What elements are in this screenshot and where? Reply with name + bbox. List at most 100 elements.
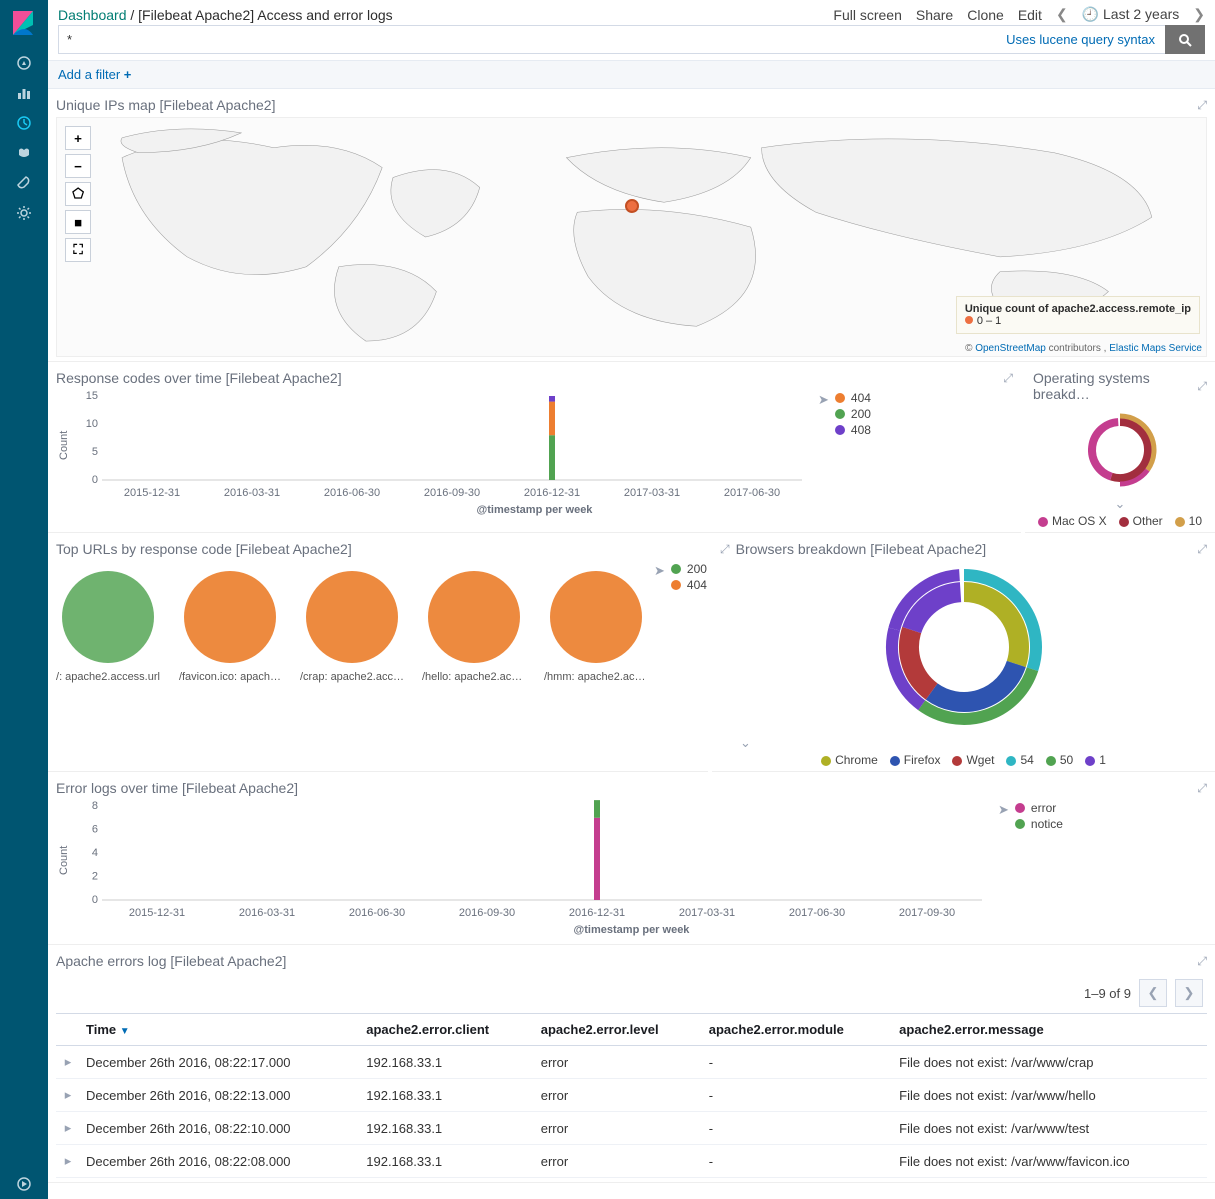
fit-bounds-button[interactable]: ⛶ bbox=[65, 238, 91, 262]
svg-text:2016-12-31: 2016-12-31 bbox=[569, 907, 625, 919]
legend-item[interactable]: error bbox=[1015, 800, 1063, 816]
query-input[interactable] bbox=[58, 25, 996, 54]
svg-text:2: 2 bbox=[92, 871, 98, 883]
url-circle[interactable]: /hmm: apache2.acc… bbox=[544, 571, 648, 683]
chevron-down-icon[interactable]: ⌄ bbox=[720, 733, 1207, 753]
expand-icon[interactable]: ⤢ bbox=[1197, 542, 1207, 557]
nav-devtools-icon[interactable] bbox=[0, 168, 48, 198]
legend-item[interactable]: Wget bbox=[952, 753, 994, 767]
response-codes-legend: 404200408 bbox=[835, 390, 871, 438]
legend-item[interactable]: 50 bbox=[1046, 753, 1073, 767]
legend-item[interactable]: 200 bbox=[671, 561, 707, 577]
legend-item[interactable]: 200 bbox=[835, 406, 871, 422]
draw-polygon-button[interactable]: ⬠ bbox=[65, 182, 91, 206]
expand-icon[interactable]: ⤢ bbox=[1003, 371, 1013, 386]
x-axis-label: @timestamp per week bbox=[56, 500, 1013, 520]
legend-toggle-icon[interactable]: ➤ bbox=[812, 390, 835, 410]
table-header[interactable]: Time ▼ bbox=[80, 1014, 360, 1046]
legend-item[interactable]: Firefox bbox=[890, 753, 941, 767]
svg-text:10: 10 bbox=[86, 418, 98, 430]
osm-link[interactable]: OpenStreetMap bbox=[975, 343, 1046, 354]
draw-rect-button[interactable]: ■ bbox=[65, 210, 91, 234]
panel-title: Response codes over time [Filebeat Apach… bbox=[56, 370, 342, 386]
legend-item[interactable]: 54 bbox=[1006, 753, 1033, 767]
nav-discover-icon[interactable] bbox=[0, 48, 48, 78]
nav-collapse-icon[interactable] bbox=[0, 1169, 48, 1199]
table-row[interactable]: ▸December 26th 2016, 08:22:13.000192.168… bbox=[56, 1079, 1207, 1112]
prev-page-button[interactable]: ❮ bbox=[1139, 979, 1167, 1007]
next-page-button[interactable]: ❯ bbox=[1175, 979, 1203, 1007]
zoom-out-button[interactable]: − bbox=[65, 154, 91, 178]
svg-text:2017-03-31: 2017-03-31 bbox=[679, 907, 735, 919]
pagination: 1–9 of 9 ❮ ❯ bbox=[56, 973, 1207, 1013]
svg-text:2016-09-30: 2016-09-30 bbox=[459, 907, 515, 919]
legend-item[interactable]: Other bbox=[1119, 514, 1163, 528]
svg-text:2016-06-30: 2016-06-30 bbox=[349, 907, 405, 919]
expand-icon[interactable]: ⤢ bbox=[1197, 379, 1207, 394]
panel-title: Browsers breakdown [Filebeat Apache2] bbox=[736, 541, 987, 557]
share-button[interactable]: Share bbox=[916, 7, 953, 23]
table-row[interactable]: ▸December 26th 2016, 08:22:10.000192.168… bbox=[56, 1112, 1207, 1145]
legend-item[interactable]: 404 bbox=[835, 390, 871, 406]
breadcrumb-root[interactable]: Dashboard bbox=[58, 7, 127, 23]
time-picker[interactable]: 🕘 Last 2 years bbox=[1082, 6, 1180, 23]
url-circle[interactable]: /: apache2.access.url bbox=[56, 571, 160, 683]
legend-toggle-icon[interactable]: ➤ bbox=[992, 800, 1015, 820]
legend-toggle-icon[interactable]: ➤ bbox=[648, 561, 671, 581]
map-controls: + − ⬠ ■ ⛶ bbox=[65, 126, 91, 262]
svg-text:6: 6 bbox=[92, 824, 98, 836]
url-circle[interactable]: /hello: apache2.acc… bbox=[422, 571, 526, 683]
zoom-in-button[interactable]: + bbox=[65, 126, 91, 150]
panel-response-codes: Response codes over time [Filebeat Apach… bbox=[48, 362, 1021, 533]
table-header[interactable]: apache2.error.client bbox=[360, 1014, 535, 1046]
table-header[interactable]: apache2.error.module bbox=[703, 1014, 893, 1046]
nav-dashboard-icon[interactable] bbox=[0, 108, 48, 138]
legend-item[interactable]: 408 bbox=[835, 422, 871, 438]
map-visualization[interactable]: + − ⬠ ■ ⛶ Unique count of apache2.access… bbox=[56, 117, 1207, 357]
query-syntax-hint[interactable]: Uses lucene query syntax bbox=[996, 25, 1165, 54]
chevron-down-icon[interactable]: ⌄ bbox=[1033, 494, 1207, 514]
svg-text:2017-06-30: 2017-06-30 bbox=[789, 907, 845, 919]
panel-map: Unique IPs map [Filebeat Apache2] ⤢ bbox=[48, 89, 1215, 362]
time-next-icon[interactable]: ❯ bbox=[1193, 6, 1205, 23]
map-attribution: © OpenStreetMap contributors , Elastic M… bbox=[965, 343, 1202, 354]
expand-icon[interactable]: ⤢ bbox=[720, 542, 730, 557]
errors-table: Time ▼apache2.error.clientapache2.error.… bbox=[56, 1013, 1207, 1178]
legend-item[interactable]: notice bbox=[1015, 816, 1063, 832]
svg-text:15: 15 bbox=[86, 390, 98, 402]
nav-visualize-icon[interactable] bbox=[0, 78, 48, 108]
panel-title: Apache errors log [Filebeat Apache2] bbox=[56, 953, 286, 969]
expand-icon[interactable]: ⤢ bbox=[1197, 954, 1207, 969]
search-button[interactable] bbox=[1165, 25, 1205, 54]
full-screen-button[interactable]: Full screen bbox=[833, 7, 901, 23]
add-filter-button[interactable]: Add a filter + bbox=[58, 67, 131, 82]
panel-top-urls: Top URLs by response code [Filebeat Apac… bbox=[48, 533, 708, 772]
panel-title: Top URLs by response code [Filebeat Apac… bbox=[56, 541, 352, 557]
panel-error-logs: Error logs over time [Filebeat Apache2] … bbox=[48, 772, 1215, 945]
expand-icon[interactable]: ⤢ bbox=[1197, 98, 1207, 113]
legend-item[interactable]: 10 bbox=[1175, 514, 1202, 528]
url-circle[interactable]: /crap: apache2.acce… bbox=[300, 571, 404, 683]
legend-item[interactable]: 404 bbox=[671, 577, 707, 593]
table-row[interactable]: ▸December 26th 2016, 08:22:08.000192.168… bbox=[56, 1145, 1207, 1178]
edit-button[interactable]: Edit bbox=[1018, 7, 1042, 23]
svg-text:2015-12-31: 2015-12-31 bbox=[129, 907, 185, 919]
clone-button[interactable]: Clone bbox=[967, 7, 1004, 23]
y-axis-label: Count bbox=[56, 390, 72, 500]
nav-management-icon[interactable] bbox=[0, 198, 48, 228]
expand-icon[interactable]: ⤢ bbox=[1197, 781, 1207, 796]
time-prev-icon[interactable]: ❮ bbox=[1056, 6, 1068, 23]
svg-text:4: 4 bbox=[92, 847, 98, 859]
legend-item[interactable]: Chrome bbox=[821, 753, 878, 767]
panel-browsers: ⤢ Browsers breakdown [Filebeat Apache2] … bbox=[712, 533, 1215, 772]
legend-item[interactable]: Mac OS X bbox=[1038, 514, 1107, 528]
url-circle[interactable]: /favicon.ico: apach… bbox=[178, 571, 282, 683]
legend-item[interactable]: 1 bbox=[1085, 753, 1106, 767]
table-header[interactable]: apache2.error.message bbox=[893, 1014, 1207, 1046]
table-header[interactable]: apache2.error.level bbox=[535, 1014, 703, 1046]
nav-timelion-icon[interactable] bbox=[0, 138, 48, 168]
ems-link[interactable]: Elastic Maps Service bbox=[1109, 343, 1202, 354]
table-row[interactable]: ▸December 26th 2016, 08:22:17.000192.168… bbox=[56, 1046, 1207, 1079]
svg-text:2016-12-31: 2016-12-31 bbox=[524, 487, 580, 499]
kibana-logo[interactable] bbox=[0, 0, 48, 48]
